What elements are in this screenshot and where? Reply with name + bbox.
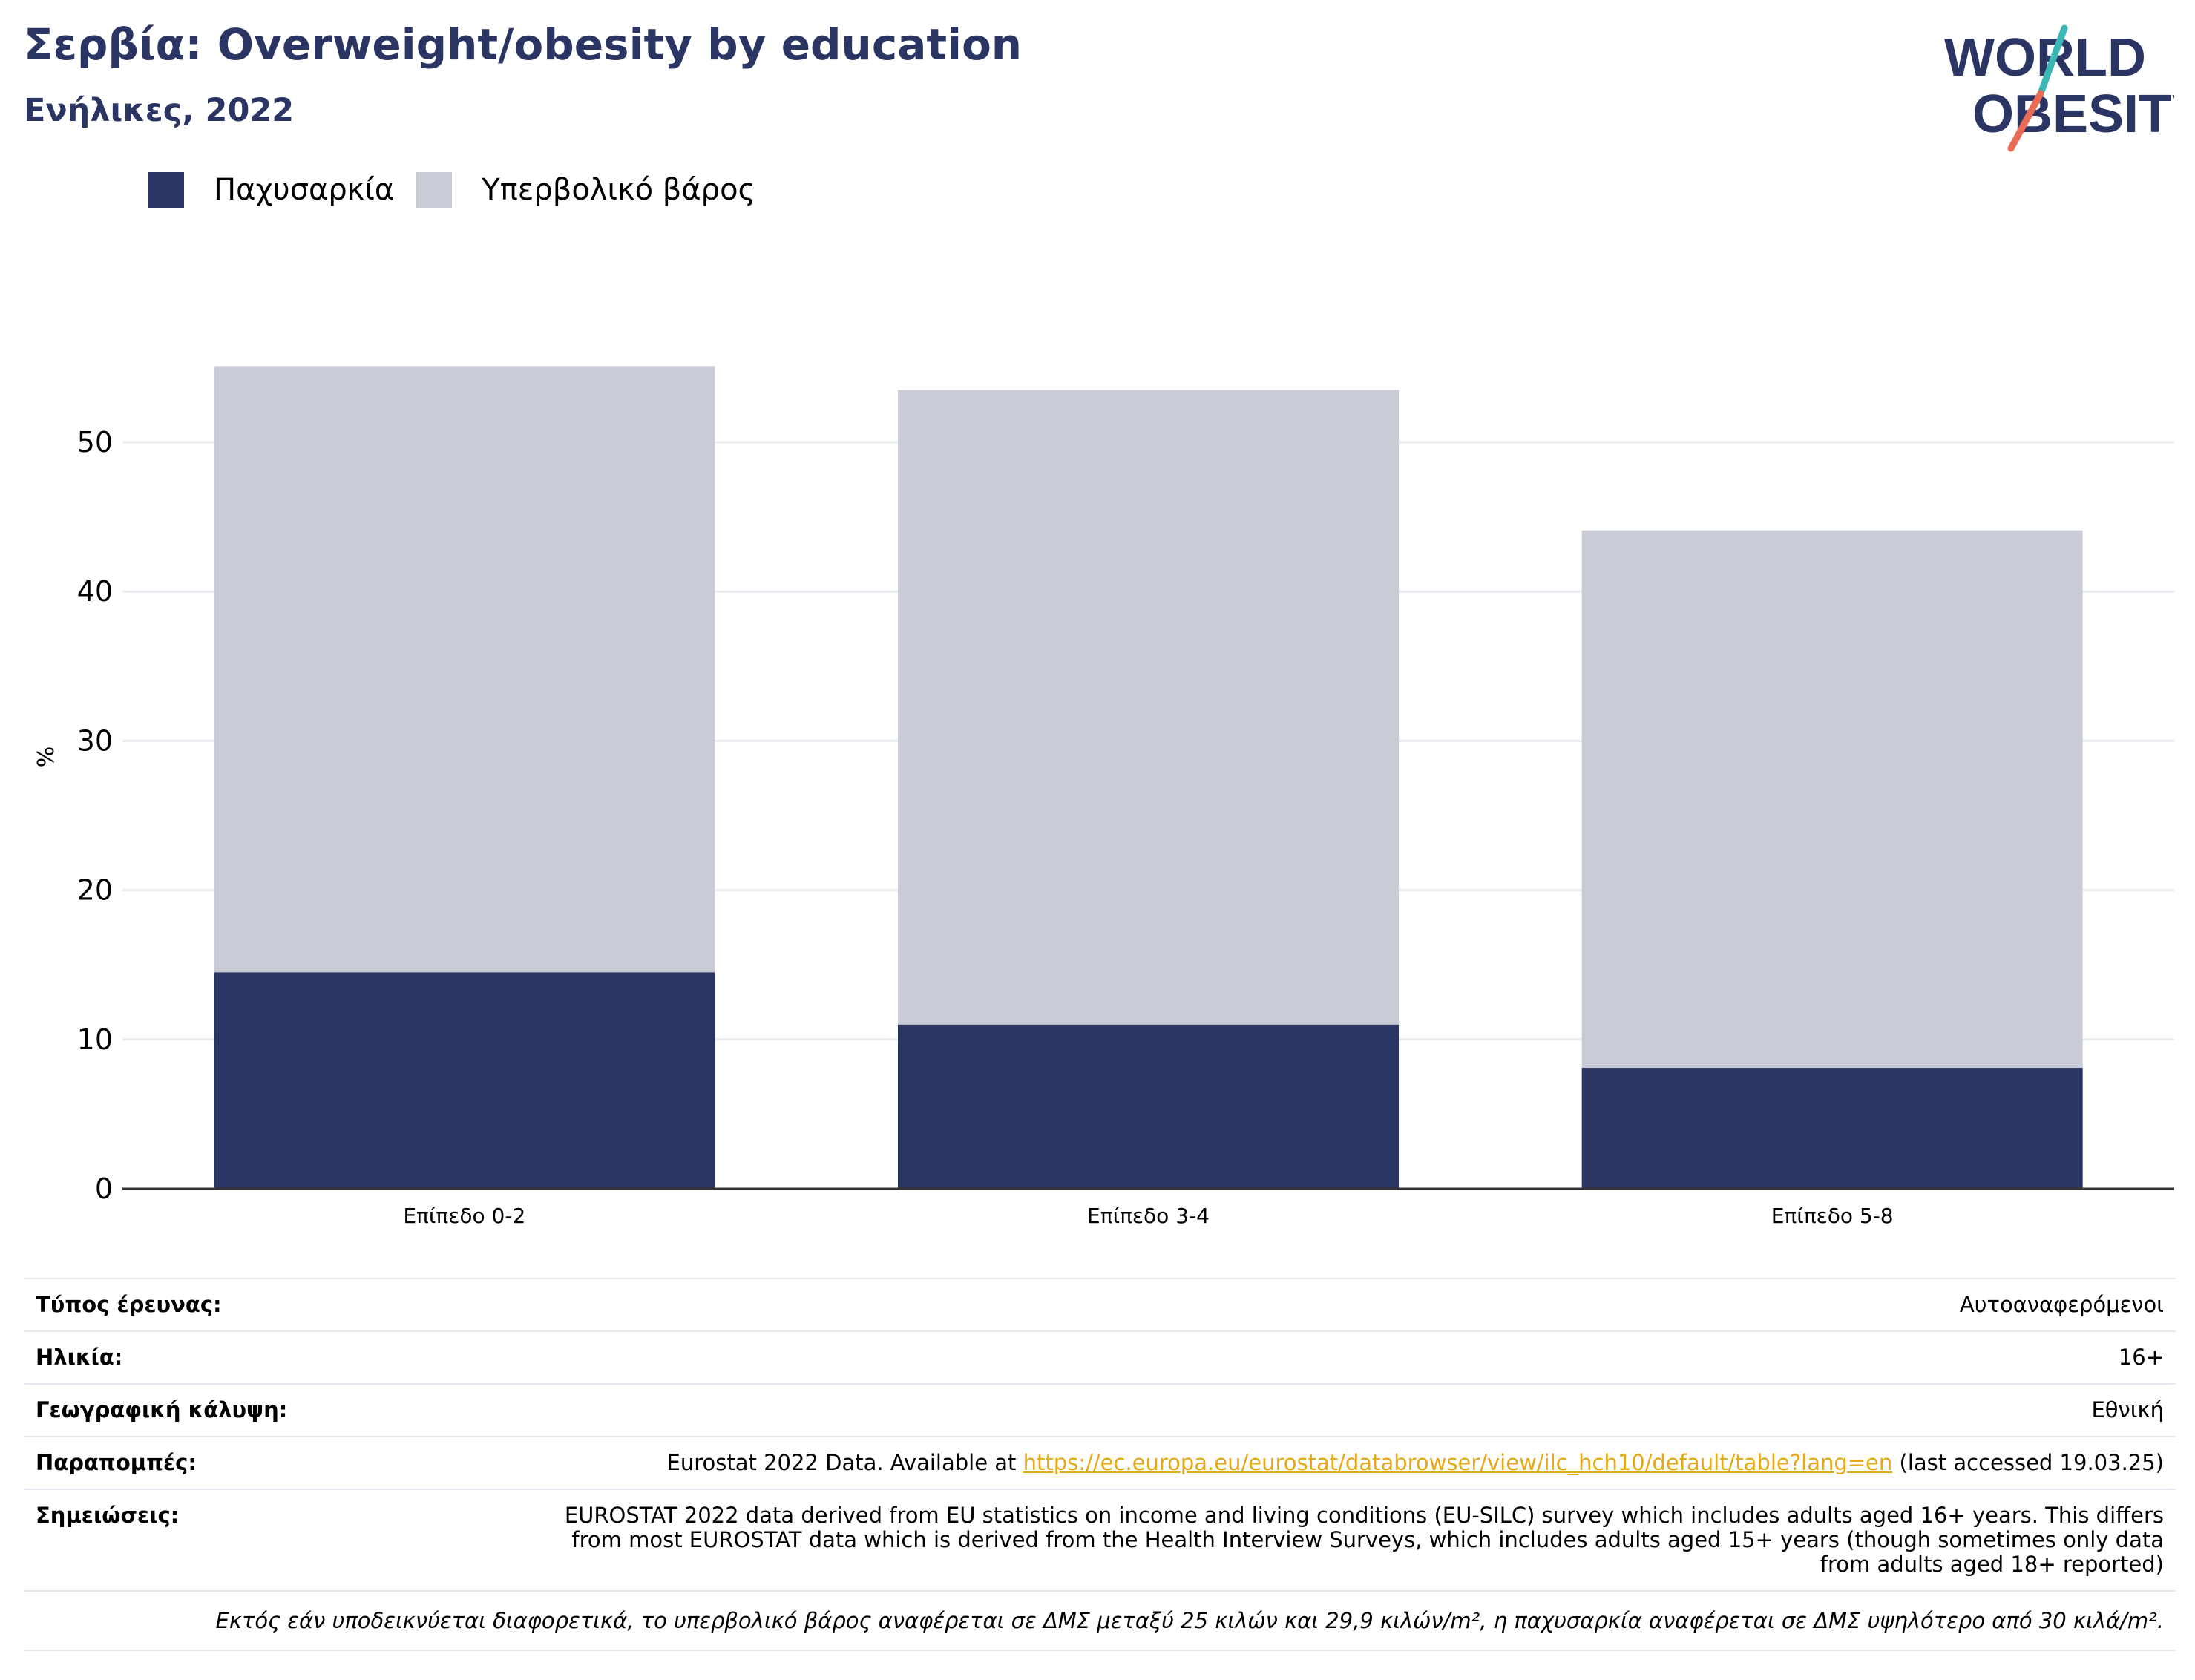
chart-subtitle: Ενήλικες, 2022 bbox=[24, 92, 295, 129]
x-tick-label-0: Επίπεδο 0-2 bbox=[403, 1204, 525, 1228]
reference-prefix: Eurostat 2022 Data. Available at bbox=[666, 1450, 1023, 1475]
bar-overweight-0 bbox=[214, 366, 715, 973]
y-tick-label-30: 30 bbox=[77, 724, 113, 757]
info-value-notes: EUROSTAT 2022 data derived from EU stati… bbox=[564, 1503, 2164, 1577]
info-row-survey-type: Τύπος έρευνας: Αυτοαναφερόμενοι bbox=[24, 1279, 2176, 1332]
info-key-coverage: Γεωγραφική κάλυψη: bbox=[36, 1397, 288, 1423]
info-value-age: 16+ bbox=[2118, 1345, 2164, 1370]
x-tick-label-2: Επίπεδο 5-8 bbox=[1771, 1204, 1894, 1228]
chart-legend: Παχυσαρκία Υπερβολικό βάρος bbox=[148, 169, 778, 211]
info-row-references: Παραπομπές: Eurostat 2022 Data. Availabl… bbox=[24, 1437, 2176, 1490]
info-row-notes: Σημειώσεις: EUROSTAT 2022 data derived f… bbox=[24, 1490, 2176, 1592]
info-key-age: Ηλικία: bbox=[36, 1345, 123, 1370]
legend-swatch-overweight bbox=[416, 172, 453, 208]
info-row-coverage: Γεωγραφική κάλυψη: Εθνική bbox=[24, 1385, 2176, 1437]
y-tick-label-40: 40 bbox=[77, 575, 113, 608]
legend-label-obesity: Παχυσαρκία bbox=[214, 173, 395, 207]
bar-obesity-1 bbox=[898, 1024, 1399, 1189]
y-tick-label-20: 20 bbox=[77, 874, 113, 907]
bar-obesity-2 bbox=[1581, 1068, 2083, 1189]
info-table: Τύπος έρευνας: Αυτοαναφερόμενοι Ηλικία: … bbox=[24, 1278, 2176, 1651]
legend-item-overweight: Υπερβολικό βάρος bbox=[416, 172, 755, 208]
reference-suffix: (last accessed 19.03.25) bbox=[1892, 1450, 2165, 1475]
legend-item-obesity: Παχυσαρκία bbox=[148, 172, 394, 208]
bar-obesity-0 bbox=[214, 972, 715, 1189]
bar-overweight-1 bbox=[898, 390, 1399, 1025]
info-key-survey-type: Τύπος έρευνας: bbox=[36, 1292, 222, 1317]
logo-text-obesity: OBESITY bbox=[1972, 85, 2174, 144]
info-value-references: Eurostat 2022 Data. Available at https:/… bbox=[667, 1451, 2164, 1475]
info-key-notes: Σημειώσεις: bbox=[36, 1503, 180, 1528]
info-row-age: Ηλικία: 16+ bbox=[24, 1332, 2176, 1385]
info-value-survey-type: Αυτοαναφερόμενοι bbox=[1959, 1292, 2164, 1317]
y-axis-title: % bbox=[33, 747, 59, 768]
legend-label-overweight: Υπερβολικό βάρος bbox=[482, 173, 756, 207]
y-tick-label-50: 50 bbox=[77, 426, 113, 459]
info-value-coverage: Εθνική bbox=[2091, 1397, 2164, 1423]
bar-overweight-2 bbox=[1581, 530, 2083, 1069]
bmi-footnote: Εκτός εάν υποδεικνύεται διαφορετικά, το … bbox=[24, 1592, 2176, 1651]
legend-swatch-obesity bbox=[148, 172, 184, 208]
reference-link[interactable]: https://ec.europa.eu/eurostat/databrowse… bbox=[1023, 1450, 1893, 1475]
y-tick-label-10: 10 bbox=[77, 1023, 113, 1056]
logo-slash-teal bbox=[2037, 24, 2068, 97]
y-tick-label-0: 0 bbox=[95, 1172, 113, 1205]
logo-slash-coral bbox=[2007, 90, 2044, 152]
world-obesity-logo: WORLD OBESITY bbox=[1944, 24, 2174, 152]
info-key-references: Παραπομπές: bbox=[36, 1450, 197, 1475]
chart-title: Σερβία: Overweight/obesity by education bbox=[24, 19, 1023, 70]
stacked-bar-chart: 0 10 20 30 40 50% Επίπεδο 0-2 Επίπεδο 3-4 Επίπεδ… bbox=[33, 366, 2174, 1228]
x-tick-label-1: Επίπεδο 3-4 bbox=[1087, 1204, 1210, 1228]
